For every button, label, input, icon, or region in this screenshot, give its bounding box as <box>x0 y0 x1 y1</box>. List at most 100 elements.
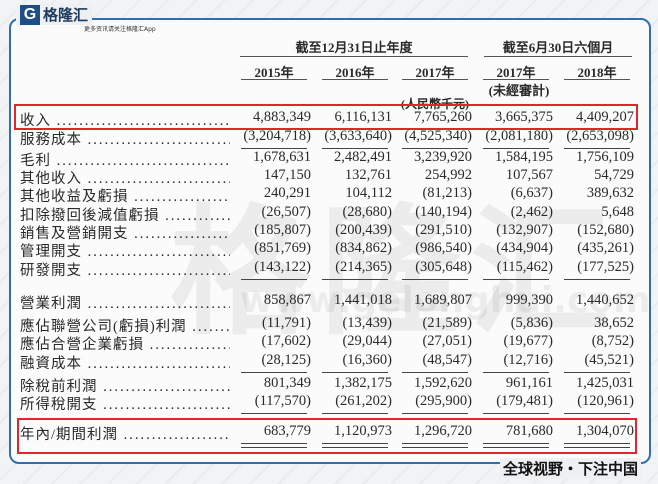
row-value: (295,900) <box>415 393 472 409</box>
underline <box>564 413 630 414</box>
row-value: (152,680) <box>577 222 634 238</box>
row-value: (28,125) <box>261 352 311 368</box>
divider <box>240 56 468 57</box>
table-row: 應佔聯營公司(虧損)利潤 (11,791) (13,439) (21,589) (5,8… <box>20 315 640 336</box>
row-value: (435,261) <box>577 240 634 256</box>
row-value: (185,807) <box>254 222 311 238</box>
underline <box>241 413 307 414</box>
underline <box>402 279 468 280</box>
row-value: (177,525) <box>577 259 634 275</box>
row-label: 除稅前利潤 <box>20 375 230 396</box>
row-value: (834,862) <box>335 240 392 256</box>
double-underline <box>402 443 468 448</box>
row-value: 1,440,652 <box>576 292 634 308</box>
table-row: 收入 4,883,349 6,116,131 7,765,260 3,665,375 4,… <box>20 109 640 130</box>
underline <box>402 413 468 414</box>
row-value: (2,653,098) <box>566 128 634 144</box>
row-value: (305,648) <box>415 259 472 275</box>
table-row: 服務成本 (3,204,718) (3,633,640) (4,525,340) (2,… <box>20 128 640 149</box>
row-value: 999,390 <box>505 292 553 308</box>
table-row: 毛利 1,678,631 2,482,491 3,239,920 1,584,195 1,… <box>20 149 640 170</box>
underline <box>483 279 549 280</box>
row-value: (4,525,340) <box>404 128 472 144</box>
row-value: (214,365) <box>335 259 392 275</box>
row-label: 收入 <box>20 109 230 130</box>
row-label: 所得稅開支 <box>20 393 230 414</box>
row-value: 240,291 <box>263 185 311 201</box>
row-label: 營業利潤 <box>20 292 230 313</box>
row-label: 毛利 <box>20 149 230 170</box>
row-value: 6,116,131 <box>334 109 392 125</box>
row-value: (3,204,718) <box>243 128 311 144</box>
row-value: 961,161 <box>505 375 553 391</box>
row-value: 683,779 <box>263 423 311 439</box>
header-year: 2018年 <box>577 65 617 80</box>
row-value: (2,462) <box>510 204 553 220</box>
header-year: 2016年 <box>335 65 375 80</box>
row-value: (132,907) <box>496 222 553 238</box>
row-value: (115,462) <box>496 259 553 275</box>
row-label: 應佔聯營公司(虧損)利潤 <box>20 315 230 336</box>
row-value: 2,482,491 <box>334 149 392 165</box>
row-value: 54,729 <box>594 167 634 183</box>
row-value: (12,716) <box>503 352 553 368</box>
row-value: 781,680 <box>505 423 553 439</box>
row-value: 1,382,175 <box>334 375 392 391</box>
row-value: (986,540) <box>415 240 472 256</box>
row-value: (179,481) <box>496 393 553 409</box>
divider <box>241 79 307 80</box>
table-row: 營業利潤 858,867 1,441,018 1,689,807 999,390 1,44… <box>20 292 640 313</box>
row-value: (143,122) <box>254 259 311 275</box>
row-value: (6,637) <box>510 185 553 201</box>
row-value: (200,439) <box>335 222 392 238</box>
row-value: 3,665,375 <box>495 109 553 125</box>
watermark-url: www.gelonghui.com <box>240 280 651 321</box>
double-underline <box>483 443 549 448</box>
table-row: 年內/期間利潤 683,779 1,120,973 1,296,720 781,680 1… <box>20 423 640 448</box>
table-row: 融資成本 (28,125) (16,360) (48,547) (12,716) (45,… <box>20 352 640 373</box>
row-label: 服務成本 <box>20 128 230 149</box>
watermark-logo: 格隆汇 <box>170 192 621 355</box>
header-year: 2015年 <box>254 65 294 80</box>
underline <box>322 148 388 149</box>
row-label: 扣除撥回後減值虧損 <box>20 204 230 225</box>
row-value: 1,425,031 <box>576 375 634 391</box>
row-value: 1,592,620 <box>414 375 472 391</box>
slogan: 全球视野・下注中国 <box>500 458 642 479</box>
row-value: (5,836) <box>510 315 553 331</box>
row-value: (16,360) <box>342 352 392 368</box>
row-value: (81,213) <box>422 185 472 201</box>
row-label: 其他收入 <box>20 167 230 188</box>
underline <box>564 372 630 373</box>
row-label: 其他收益及虧損 <box>20 185 230 206</box>
row-value: (2,081,180) <box>485 128 553 144</box>
row-value: 1,678,631 <box>253 149 311 165</box>
row-value: (27,051) <box>422 333 472 349</box>
divider <box>564 79 630 80</box>
row-value: 4,409,207 <box>576 109 634 125</box>
row-label: 融資成本 <box>20 352 230 373</box>
double-underline <box>241 443 307 448</box>
row-value: (13,439) <box>342 315 392 331</box>
row-label: 研發開支 <box>20 259 230 280</box>
header-year: 2017年 <box>496 65 536 80</box>
row-value: (17,602) <box>261 333 311 349</box>
row-value: (21,589) <box>422 315 472 331</box>
table-row: 所得稅開支 (117,570) (261,202) (295,900) (179,481… <box>20 393 640 414</box>
underline <box>483 148 549 149</box>
row-value: (851,769) <box>254 240 311 256</box>
underline <box>402 372 468 373</box>
logo-tagline: 更多资讯请关注格隆汇App <box>84 26 156 33</box>
row-value: (28,680) <box>342 204 392 220</box>
underline <box>564 148 630 149</box>
underline <box>241 148 307 149</box>
row-value: (8,752) <box>591 333 634 349</box>
underline <box>322 413 388 414</box>
table-row: 扣除撥回後減值虧損 (26,507) (28,680) (140,194) (2,462… <box>20 204 640 225</box>
row-value: (3,633,640) <box>324 128 392 144</box>
row-value: (19,677) <box>503 333 553 349</box>
logo-mark: G <box>20 4 40 25</box>
divider <box>402 79 468 80</box>
header-year: 2017年 <box>415 65 455 80</box>
header-group-annual: 截至12月31日止年度 <box>295 40 413 55</box>
